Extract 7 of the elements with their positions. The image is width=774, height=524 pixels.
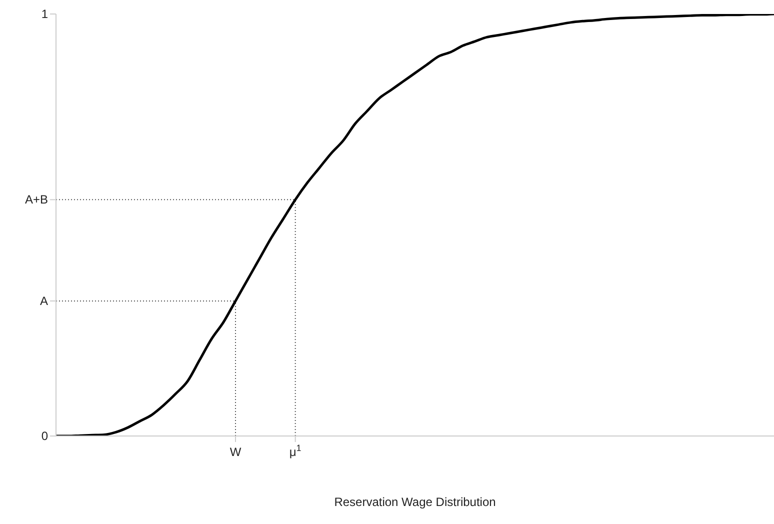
y-tick-label: 1 bbox=[41, 7, 48, 21]
y-tick-label: A+B bbox=[24, 192, 48, 207]
y-tick-label: A bbox=[40, 294, 48, 308]
y-tick-label: 0 bbox=[41, 429, 48, 443]
x-axis-title: Reservation Wage Distribution bbox=[334, 495, 496, 509]
x-tick-label: W bbox=[230, 445, 242, 459]
x-tick-label: μ$^{1}$ bbox=[289, 443, 302, 459]
